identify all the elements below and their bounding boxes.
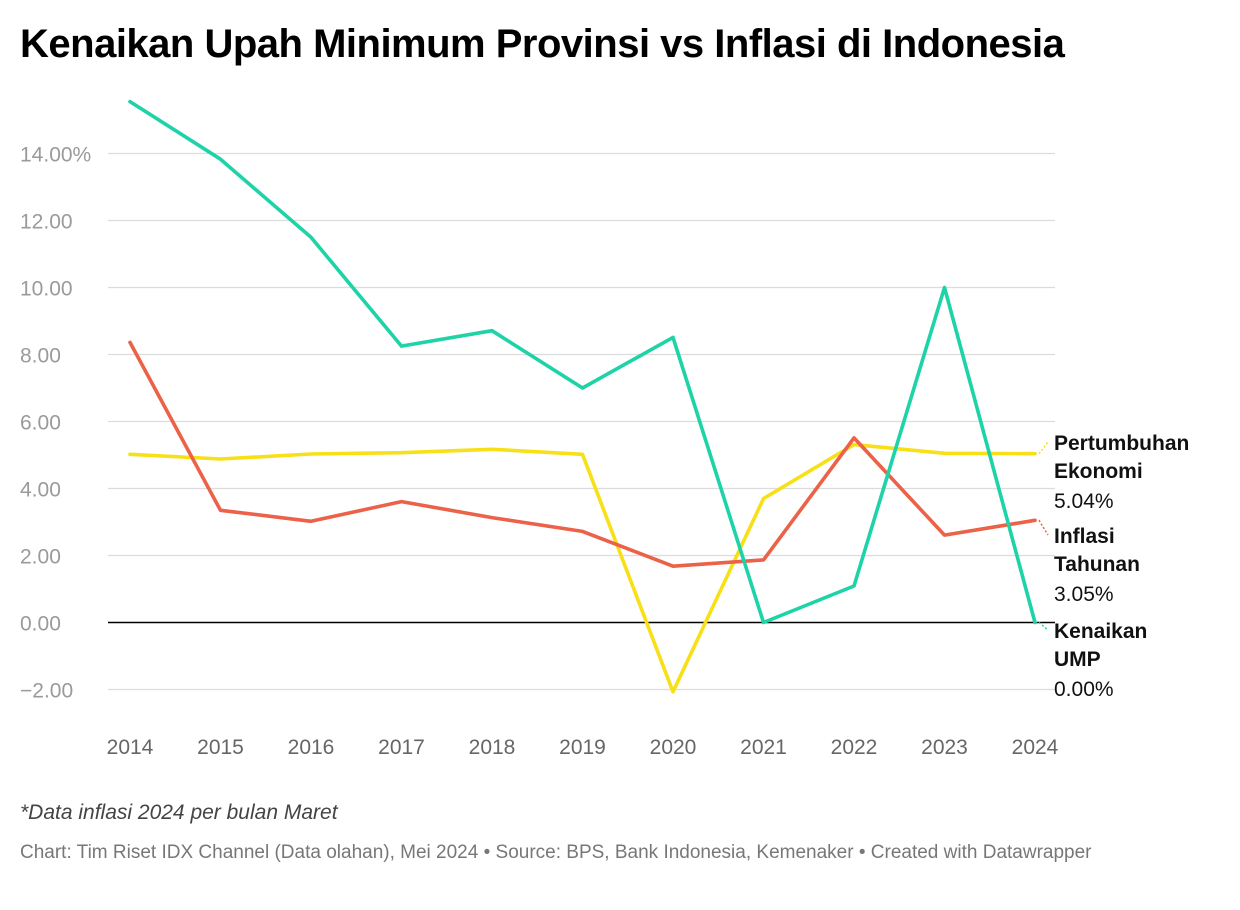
x-tick-label: 2014 bbox=[107, 736, 154, 759]
x-tick-label: 2021 bbox=[740, 736, 787, 759]
y-tick-label: 8.00 bbox=[20, 345, 61, 368]
label-connector bbox=[1038, 441, 1049, 455]
series-end-value: 3.05% bbox=[1054, 583, 1114, 606]
x-tick-label: 2024 bbox=[1012, 736, 1059, 759]
footnote: *Data inflasi 2024 per bulan Maret bbox=[20, 801, 338, 824]
series-end-value: 0.00% bbox=[1054, 678, 1114, 701]
chart-title: Kenaikan Upah Minimum Provinsi vs Inflas… bbox=[20, 22, 1065, 66]
x-tick-label: 2019 bbox=[559, 736, 606, 759]
series-label: Kenaikan bbox=[1054, 620, 1147, 643]
series-end-value: 5.04% bbox=[1054, 490, 1114, 513]
chart-credit: Chart: Tim Riset IDX Channel (Data olaha… bbox=[20, 842, 1092, 863]
label-connector bbox=[1038, 519, 1049, 536]
x-tick-label: 2018 bbox=[469, 736, 516, 759]
series-label: Pertumbuhan bbox=[1054, 432, 1189, 455]
line-chart: −2.00 0.00 2.00 4.00 6.00 8.00 10.00 12.00 14.00… bbox=[20, 99, 1189, 759]
y-tick-label: 10.00 bbox=[20, 278, 73, 301]
x-tick-label: 2015 bbox=[197, 736, 244, 759]
series-label: UMP bbox=[1054, 648, 1101, 671]
y-tick-label: 14.00% bbox=[20, 144, 91, 167]
y-tick-label: −2.00 bbox=[20, 680, 73, 703]
series-line-pertumbuhan bbox=[128, 442, 1037, 694]
y-tick-label: 12.00 bbox=[20, 211, 73, 234]
y-tick-label: 4.00 bbox=[20, 479, 61, 502]
series-lines bbox=[128, 99, 1037, 694]
x-tick-label: 2016 bbox=[288, 736, 335, 759]
y-axis: −2.00 0.00 2.00 4.00 6.00 8.00 10.00 12.00 14.00… bbox=[20, 144, 91, 703]
x-tick-label: 2017 bbox=[378, 736, 425, 759]
series-labels: Kenaikan UMP 0.00% Inflasi Tahunan 3.05% Pertu… bbox=[1038, 432, 1189, 701]
series-line-ump bbox=[128, 99, 1037, 625]
series-label: Tahunan bbox=[1054, 553, 1140, 576]
x-tick-label: 2023 bbox=[921, 736, 968, 759]
y-tick-label: 6.00 bbox=[20, 412, 61, 435]
series-line-inflasi bbox=[128, 340, 1037, 569]
x-tick-label: 2020 bbox=[650, 736, 697, 759]
series-label: Inflasi bbox=[1054, 525, 1115, 548]
x-axis: 2014 2015 2016 2017 2018 2019 2020 2021 2022 2023… bbox=[107, 736, 1059, 759]
label-connector bbox=[1038, 621, 1049, 631]
y-tick-label: 2.00 bbox=[20, 546, 61, 569]
gridlines bbox=[108, 152, 1055, 691]
x-tick-label: 2022 bbox=[831, 736, 878, 759]
series-label: Ekonomi bbox=[1054, 460, 1143, 483]
y-tick-label: 0.00 bbox=[20, 613, 61, 636]
